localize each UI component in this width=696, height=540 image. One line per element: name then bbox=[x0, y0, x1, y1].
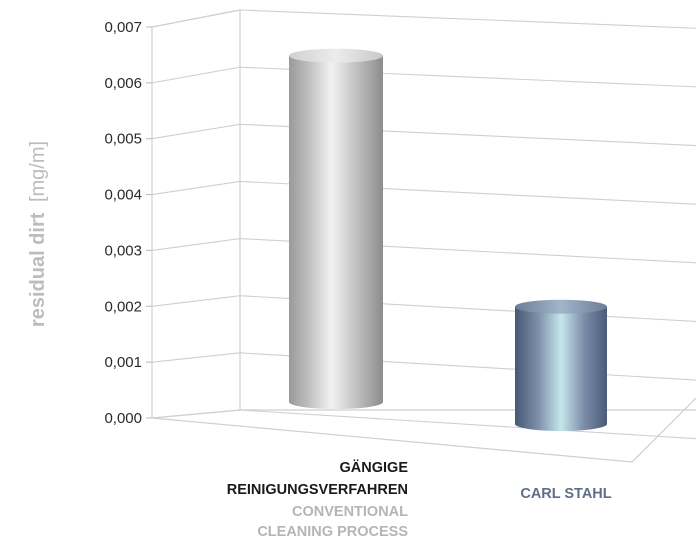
category-label-line: CARL STAHL bbox=[520, 486, 611, 502]
bar bbox=[289, 48, 383, 409]
category-sublabel-line: CLEANING PROCESS bbox=[257, 524, 408, 540]
floor-front-edge bbox=[151, 397, 696, 463]
category-sublabel-line: CONVENTIONAL bbox=[292, 504, 408, 520]
gridline bbox=[151, 238, 696, 264]
y-axis-ticks: 0,000 0,001 0,002 0,003 0,004 0,005 0,006 0,007 bbox=[104, 19, 152, 427]
gridline bbox=[151, 352, 696, 381]
gridline bbox=[151, 180, 696, 205]
y-tick-label: 0,006 bbox=[104, 75, 142, 92]
gridline bbox=[151, 409, 696, 440]
gridline bbox=[151, 295, 696, 322]
y-axis-title-main: residual dirt bbox=[27, 212, 49, 327]
bar-body bbox=[515, 306, 607, 431]
y-tick-label: 0,003 bbox=[104, 242, 142, 259]
y-tick-label: 0,002 bbox=[104, 298, 142, 315]
y-axis-title-unit: [mg/m] bbox=[27, 141, 49, 202]
bar-top bbox=[289, 48, 383, 63]
category-label-line: REINIGUNGSVERFAHREN bbox=[227, 482, 408, 498]
bar-top bbox=[515, 299, 607, 314]
category-label-line: GÄNGIGE bbox=[340, 459, 409, 476]
x-axis-categories: GÄNGIGE REINIGUNGSVERFAHREN CONVENTIONAL CL… bbox=[227, 459, 612, 540]
category-label: GÄNGIGE REINIGUNGSVERFAHREN CONVENTIONAL CL… bbox=[227, 459, 409, 540]
y-tick-label: 0,005 bbox=[104, 131, 142, 148]
chart-bars bbox=[289, 48, 607, 431]
gridline bbox=[151, 9, 696, 29]
bar bbox=[515, 299, 607, 431]
gridline bbox=[151, 123, 696, 147]
bar-body bbox=[289, 55, 383, 409]
gridline bbox=[151, 66, 696, 88]
y-tick-label: 0,000 bbox=[104, 410, 142, 427]
category-label: CARL STAHL bbox=[520, 486, 611, 502]
chart-frame bbox=[151, 9, 696, 463]
chart-grid bbox=[151, 9, 696, 440]
floor-back-edge bbox=[151, 409, 696, 419]
y-axis-title: residual dirt [mg/m] bbox=[27, 141, 49, 327]
y-tick-label: 0,007 bbox=[104, 19, 142, 36]
y-tick-label: 0,001 bbox=[104, 354, 142, 371]
left-wall bbox=[151, 9, 241, 418]
y-tick-label: 0,004 bbox=[104, 187, 142, 204]
